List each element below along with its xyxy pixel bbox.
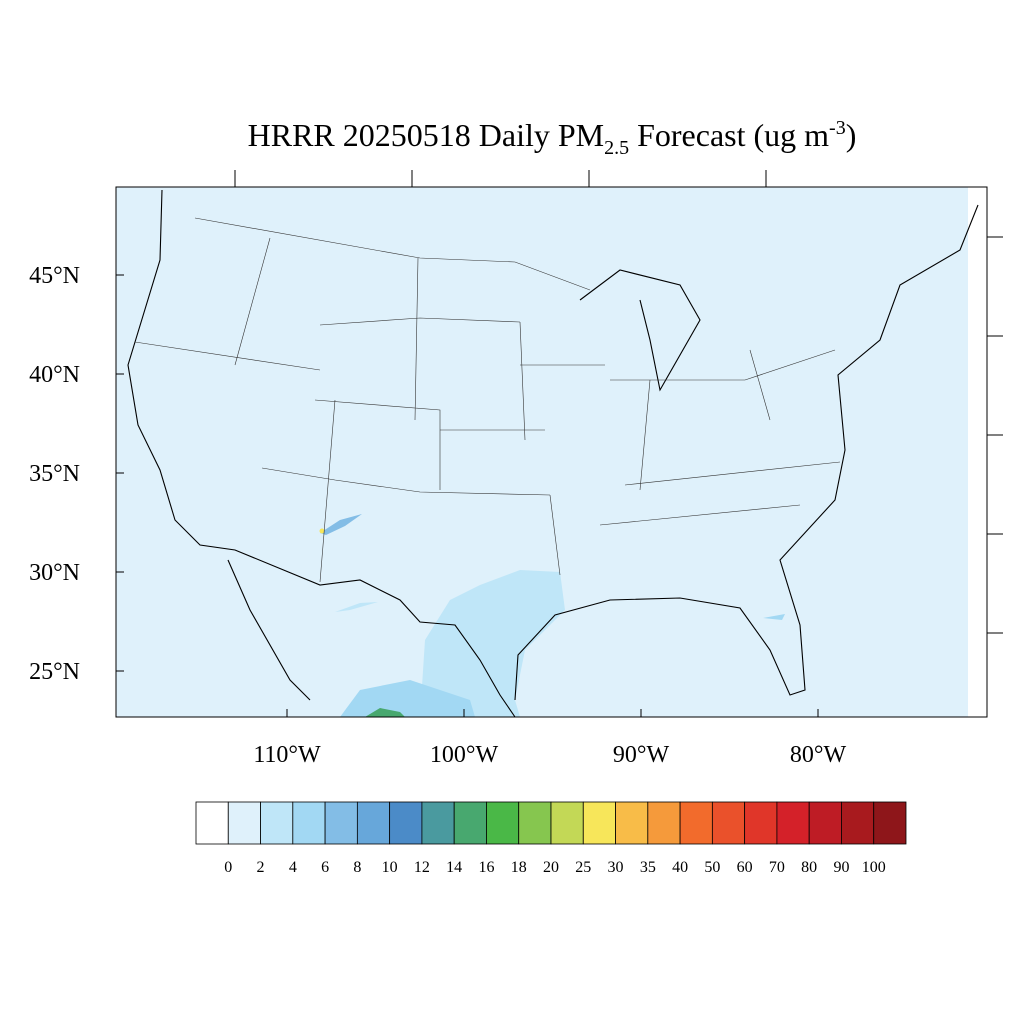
colorbar-box <box>776 801 810 845</box>
ticks: 45°N 40°N 35°N 30°N 25°N 110°W 100°W 90°W 80°W <box>29 170 1003 768</box>
colorbar-label: 12 <box>414 859 430 876</box>
title-main: HRRR 20250518 Daily PM <box>248 117 604 153</box>
colorbar-label: 100 <box>862 859 886 876</box>
colorbar-box <box>647 801 681 845</box>
colorbar-box <box>711 801 746 845</box>
title-rest: Forecast (ug m <box>629 117 829 153</box>
colorbar-label: 4 <box>289 859 297 876</box>
title: HRRR 20250518 Daily PM2.5 Forecast (ug m… <box>248 117 857 159</box>
coast <box>127 189 516 718</box>
map-frame <box>115 186 988 718</box>
colorbar: 0 2 4 6 8 10 12 14 16 18 20 25 30 35 40 50 60 70 80 90 100 <box>195 801 907 876</box>
plume <box>320 514 362 535</box>
colorbar-box <box>873 801 907 845</box>
lat-label: 35°N <box>29 461 80 487</box>
colorbar-label: 70 <box>769 859 785 876</box>
plume <box>365 708 405 717</box>
lat-label: 30°N <box>29 560 80 586</box>
colorbar-label: 0 <box>224 859 232 876</box>
colorbar-label: 30 <box>608 859 624 876</box>
title-sup: -3 <box>829 117 846 139</box>
colorbar-label: 16 <box>478 859 494 876</box>
colorbar-box <box>227 801 261 845</box>
colorbar-box <box>550 801 584 845</box>
lon-label: 100°W <box>430 742 499 768</box>
colorbar-box <box>841 801 875 845</box>
colorbar-label: 50 <box>704 859 720 876</box>
colorbar-box <box>356 801 391 845</box>
colorbar-box <box>679 801 713 845</box>
colorbar-box <box>486 801 520 845</box>
colorbar-label: 14 <box>446 859 462 876</box>
colorbar-label: 10 <box>382 859 398 876</box>
colorbar-box <box>421 801 455 845</box>
lon-label: 80°W <box>790 742 847 768</box>
title-sub: 2.5 <box>604 137 629 159</box>
colorbar-box <box>389 801 423 845</box>
plume <box>420 570 565 717</box>
colorbar-box <box>195 801 229 845</box>
colorbar-label: 18 <box>511 859 527 876</box>
colorbar-label: 6 <box>321 859 329 876</box>
plume <box>335 602 378 612</box>
colorbar-box <box>453 801 487 845</box>
colorbar-box <box>260 801 294 845</box>
colorbar-label: 80 <box>801 859 817 876</box>
lat-label: 45°N <box>29 263 80 289</box>
colorbar-box <box>808 801 842 845</box>
lat-label: 40°N <box>29 362 80 388</box>
coast <box>227 269 701 701</box>
colorbar-label: 35 <box>640 859 656 876</box>
colorbar-box <box>518 801 552 845</box>
colorbar-box <box>615 801 649 845</box>
map <box>115 186 988 718</box>
colorbar-label: 8 <box>353 859 361 876</box>
colorbar-box <box>744 801 778 845</box>
map-fill <box>116 187 968 717</box>
colorbar-label: 25 <box>575 859 591 876</box>
colorbar-box <box>324 801 358 845</box>
colorbar-label: 60 <box>737 859 753 876</box>
colorbar-label: 2 <box>257 859 265 876</box>
colorbar-label: 90 <box>833 859 849 876</box>
colorbar-label: 40 <box>672 859 688 876</box>
lon-label: 110°W <box>253 742 321 768</box>
coast <box>514 204 979 701</box>
colorbar-box <box>582 801 616 845</box>
lat-label: 25°N <box>29 659 80 685</box>
plume <box>763 614 785 620</box>
colorbar-label: 20 <box>543 859 559 876</box>
title-end: ) <box>846 117 857 153</box>
colorbar-box <box>292 801 326 845</box>
state-border <box>134 217 841 583</box>
lon-label: 90°W <box>613 742 670 768</box>
plume <box>319 528 325 534</box>
plume <box>340 680 475 717</box>
